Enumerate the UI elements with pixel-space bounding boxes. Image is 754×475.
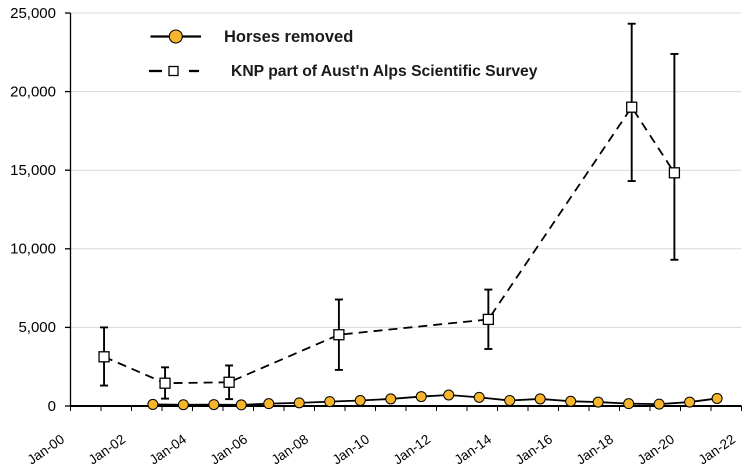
svg-text:Jan-04: Jan-04 — [147, 431, 190, 467]
svg-text:Jan-16: Jan-16 — [513, 432, 555, 468]
svg-text:15,000: 15,000 — [10, 162, 56, 179]
svg-text:Jan-00: Jan-00 — [25, 432, 67, 468]
svg-text:Jan-20: Jan-20 — [635, 432, 677, 468]
svg-text:Jan-08: Jan-08 — [269, 432, 311, 468]
svg-text:Jan-22: Jan-22 — [696, 432, 738, 468]
svg-text:Horses removed: Horses removed — [224, 28, 353, 46]
svg-text:Jan-02: Jan-02 — [86, 432, 128, 468]
svg-text:Jan-12: Jan-12 — [391, 432, 433, 468]
svg-text:Jan-18: Jan-18 — [574, 432, 616, 468]
svg-text:Jan-14: Jan-14 — [452, 431, 495, 467]
svg-text:KNP part of Aust'n Alps Scient: KNP part of Aust'n Alps Scientific Surve… — [231, 63, 538, 80]
svg-text:Jan-06: Jan-06 — [208, 432, 250, 468]
svg-text:25,000: 25,000 — [10, 5, 56, 22]
svg-text:5,000: 5,000 — [18, 319, 56, 336]
svg-text:Jan-10: Jan-10 — [330, 432, 372, 468]
svg-text:20,000: 20,000 — [10, 84, 56, 101]
svg-text:0: 0 — [48, 398, 56, 415]
svg-text:10,000: 10,000 — [10, 241, 56, 258]
